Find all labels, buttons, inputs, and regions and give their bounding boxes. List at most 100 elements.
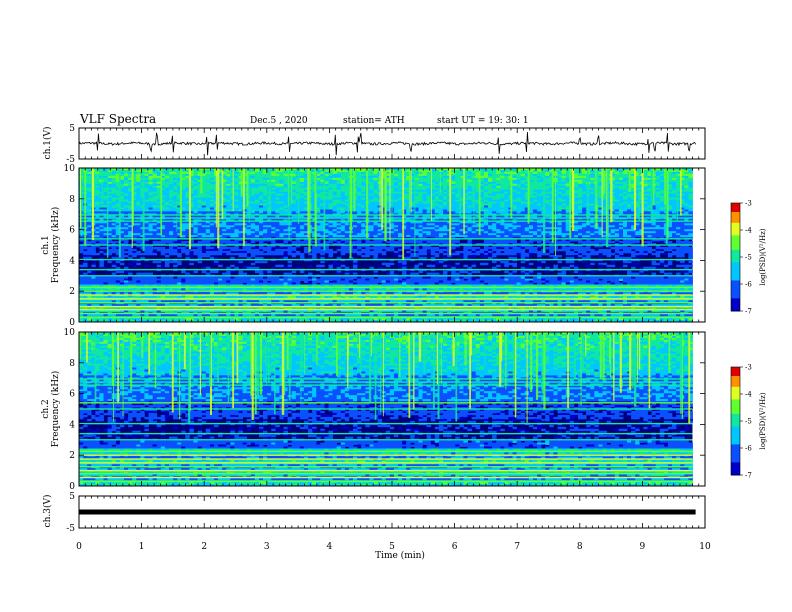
ch1-psd-cell — [222, 168, 227, 171]
ch1-psd-cell — [357, 170, 362, 173]
ch1-psd-cell — [287, 168, 293, 171]
ch1-psd-cell — [99, 170, 104, 173]
ch1-psd-cell — [254, 168, 260, 171]
ch1-psd-cell — [144, 168, 149, 171]
ch1-psd-cell — [283, 170, 288, 173]
ch1-psd-cell — [398, 168, 403, 171]
ch1-psd-cell — [438, 170, 444, 173]
ch1-psd-cell — [467, 168, 472, 171]
ch1-psd-cell — [459, 170, 464, 173]
ch1-psd-cell — [537, 168, 542, 171]
ch1-psd-cell — [312, 170, 317, 173]
ch1-psd-cell — [680, 170, 685, 173]
ch1-psd-cell — [95, 170, 100, 173]
ch1-psd-cell — [169, 168, 174, 171]
ch1-psd-cell — [635, 168, 640, 171]
ch1-psd-cell — [426, 168, 432, 171]
ch1-psd-cell — [226, 168, 231, 171]
ch1-psd-cell — [688, 170, 693, 173]
ch1-psd-cell — [124, 170, 129, 173]
ch1-psd-cell — [451, 168, 456, 171]
ch1-psd-cell — [528, 168, 534, 171]
ch1-psd-cell — [393, 170, 399, 173]
ch1-psd-cell — [643, 168, 648, 171]
ch1-psd-cell — [169, 170, 174, 173]
ch1-psd-cell — [549, 170, 554, 173]
ch1-psd-cell — [160, 168, 166, 171]
ch1-psd-cell — [312, 168, 317, 171]
ch1-psd-cell — [164, 170, 170, 173]
ch1-psd-cell — [398, 170, 403, 173]
ch1-psd-cell — [402, 170, 407, 173]
ch1-psd-cell — [299, 170, 305, 173]
ch1-psd-cell — [406, 170, 411, 173]
ch1-psd-cell — [263, 170, 268, 173]
ch1-psd-cell — [385, 170, 391, 173]
ch1-psd-cell — [533, 170, 538, 173]
ch1-psd-cell — [406, 168, 411, 171]
ch1-psd-cell — [291, 168, 297, 171]
ch1-psd-cell — [357, 168, 362, 171]
ch1-psd-cell — [234, 170, 239, 173]
ch1-psd-cell — [631, 168, 636, 171]
ch1-psd-cell — [177, 171, 182, 175]
ch1-psd-cell — [316, 168, 321, 171]
ch1-psd-cell — [124, 171, 129, 175]
ch1-psd-cell — [443, 168, 448, 171]
ch1-psd-cell — [549, 168, 554, 171]
ch1-psd-cell — [369, 168, 374, 171]
ch1-psd-cell — [132, 168, 137, 171]
ch1-psd-cell — [250, 168, 256, 171]
ch1-psd-cell — [128, 170, 133, 173]
ch1-psd-cell — [160, 171, 166, 175]
ch1-spectrogram — [79, 168, 693, 323]
ch1-psd-cell — [434, 170, 440, 173]
ch1-psd-cell — [197, 170, 203, 173]
header-start-time: start UT = 19: 30: 1 — [437, 116, 529, 126]
ch1-psd-cell — [148, 171, 153, 175]
ch1-psd-cell — [483, 170, 489, 173]
ch1-psd-cell — [573, 170, 579, 173]
ch1-psd-cell — [463, 170, 468, 173]
ch1-psd-cell — [164, 168, 170, 171]
ch1-psd-cell — [623, 170, 628, 173]
ch1-psd-cell — [643, 170, 648, 173]
ch1-psd-cell — [557, 168, 562, 171]
ch1-psd-cell — [647, 168, 652, 171]
ch1-psd-cell — [381, 170, 387, 173]
ch1-psd-cell — [173, 171, 178, 175]
ch1-psd-cell — [504, 170, 509, 173]
ch1-psd-cell — [222, 170, 227, 173]
ch1-psd-cell — [124, 168, 129, 171]
ch1-psd-cell — [234, 168, 239, 171]
ch1-psd-cell — [659, 170, 665, 173]
ch1-psd-cell — [316, 170, 321, 173]
ch1-psd-cell — [676, 168, 681, 171]
ch1-psd-cell — [528, 170, 534, 173]
ch1-psd-cell — [107, 168, 113, 171]
ch1-psd-cell — [500, 170, 505, 173]
ch1-psd-cell — [344, 170, 350, 173]
ch1-psd-cell — [565, 168, 571, 171]
ch1-psd-cell — [320, 170, 325, 173]
ch1-psd-cell — [492, 168, 497, 171]
header-date: Dec.5 , 2020 — [250, 116, 308, 126]
ch1-psd-cell — [418, 170, 423, 173]
ch1-psd-cell — [230, 170, 235, 173]
ch1-psd-cell — [578, 170, 583, 173]
ch1-psd-cell — [193, 168, 198, 171]
ch1-psd-cell — [152, 170, 158, 173]
ch1-psd-cell — [655, 170, 661, 173]
ch1-psd-cell — [573, 168, 579, 171]
ch1-psd-cell — [561, 168, 567, 171]
ch1-psd-cell — [488, 168, 493, 171]
ch1-psd-cell — [340, 170, 346, 173]
ch1-psd-cell — [156, 170, 162, 173]
ch1-psd-cell — [136, 170, 141, 173]
ch1-psd-cell — [623, 168, 628, 171]
ch1-psd-cell — [492, 170, 497, 173]
ch1-psd-cell — [545, 168, 550, 171]
ch1-psd-cell — [140, 170, 145, 173]
ch1-psd-cell — [160, 170, 166, 173]
ch1-psd-cell — [181, 168, 186, 171]
